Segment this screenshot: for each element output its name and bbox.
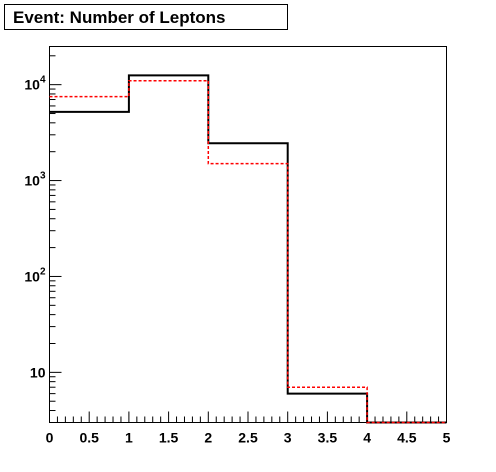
y-tick-labels: 10 102 103 104 xyxy=(24,75,46,381)
histogram-series-2 xyxy=(49,79,447,424)
x-tick-label: 4.5 xyxy=(397,430,417,446)
x-tick-label: 2 xyxy=(204,430,212,446)
x-tick-label: 4 xyxy=(363,430,371,446)
histogram-series-1 xyxy=(49,74,447,424)
title-box xyxy=(4,4,288,30)
x-tick-labels: 0 0.5 1 1.5 2 2.5 3 3.5 4 4.5 5 xyxy=(46,430,451,446)
x-tick-label: 1 xyxy=(125,430,133,446)
x-tick-label: 0.5 xyxy=(79,430,99,446)
axis-ticks xyxy=(49,55,447,423)
y-tick-label: 10 xyxy=(30,364,46,380)
x-tick-label: 1.5 xyxy=(159,430,179,446)
plot-frame xyxy=(49,46,447,423)
x-tick-label: 2.5 xyxy=(238,430,258,446)
x-tick-label: 3 xyxy=(284,430,292,446)
x-tick-label: 3.5 xyxy=(318,430,338,446)
y-tick-label: 104 xyxy=(24,75,46,93)
y-tick-label: 103 xyxy=(24,171,46,189)
y-tick-label: 102 xyxy=(24,266,46,284)
chart-title: Event: Number of Leptons xyxy=(13,8,226,27)
series-group xyxy=(49,74,447,424)
x-tick-label: 0 xyxy=(46,430,54,446)
x-tick-label: 5 xyxy=(443,430,451,446)
